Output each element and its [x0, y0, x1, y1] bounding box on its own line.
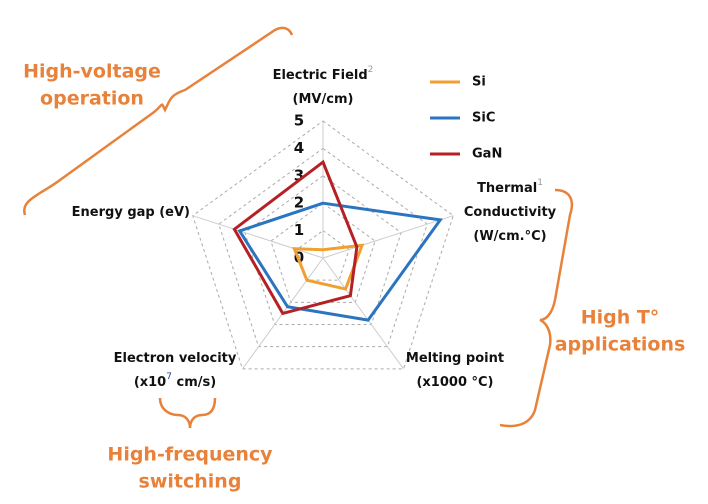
- axis-label: (W/cm.°C): [473, 229, 546, 244]
- axis-label: (x1000 °C): [416, 375, 493, 390]
- axis-label: Conductivity: [464, 205, 557, 220]
- axis-label-text: Thermal: [477, 181, 537, 196]
- series-line: [232, 159, 359, 316]
- axis-label-text: cm/s): [172, 375, 216, 390]
- axis-label-superscript: 7: [166, 372, 172, 382]
- spoke: [322, 215, 454, 259]
- r-tick-label: 3: [294, 166, 304, 184]
- axis-label-text: Electron velocity: [114, 351, 237, 366]
- annotation: High T°: [581, 307, 660, 329]
- axis-label-text: Conductivity: [464, 205, 557, 220]
- axis-label-superscript: 1: [537, 178, 543, 188]
- annotation: High-voltage: [23, 61, 161, 83]
- legend-label: GaN: [472, 147, 502, 162]
- axis-label-text: (x10: [134, 375, 166, 390]
- grid-line: [244, 175, 402, 326]
- spoke: [322, 257, 404, 370]
- grid-line: [218, 147, 428, 348]
- annotation: High-frequency: [107, 444, 273, 466]
- r-tick-label: 4: [294, 139, 304, 157]
- axis-label: (MV/cm): [293, 92, 354, 107]
- axis-label-text: Melting point: [406, 351, 504, 366]
- axis-label: Energy gap (eV): [72, 205, 190, 220]
- r-tick-label: 1: [294, 221, 304, 239]
- axis-label-superscript: 2: [368, 65, 374, 75]
- annotation: switching: [139, 471, 242, 493]
- axis-label-text: (x1000 °C): [416, 375, 493, 390]
- axis-label: Electron velocity: [114, 351, 237, 366]
- r-tick-label: 5: [294, 112, 304, 130]
- annotation: operation: [40, 88, 144, 110]
- brace: [158, 397, 217, 429]
- axis-label-text: Energy gap (eV): [72, 205, 190, 220]
- axis-label: Electric Field2: [273, 65, 374, 83]
- annotation: applications: [555, 334, 686, 356]
- r-tick-label: 2: [294, 194, 304, 212]
- legend-label: Si: [472, 75, 486, 90]
- axis-label-text: Electric Field: [273, 68, 368, 83]
- axis-label: Melting point: [406, 351, 504, 366]
- axis-label: (x107 cm/s): [134, 372, 216, 390]
- brace: [23, 26, 294, 216]
- spoke: [192, 215, 324, 259]
- series-line: [237, 201, 443, 322]
- axis-label-text: (W/cm.°C): [473, 229, 546, 244]
- grid-line: [192, 120, 454, 370]
- braces: [23, 26, 574, 429]
- axis-label: Thermal1: [477, 178, 543, 196]
- brace: [499, 188, 574, 428]
- axis-label-text: (MV/cm): [293, 92, 354, 107]
- legend-label: SiC: [472, 111, 495, 126]
